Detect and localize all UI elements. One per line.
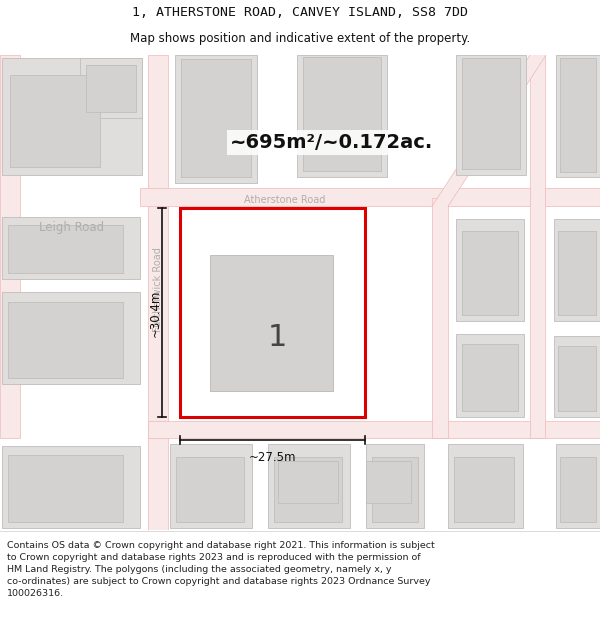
Bar — [462, 231, 518, 315]
Bar — [366, 444, 424, 528]
Bar — [462, 58, 520, 169]
Bar — [148, 421, 600, 438]
Text: Contains OS data © Crown copyright and database right 2021. This information is : Contains OS data © Crown copyright and d… — [7, 541, 435, 598]
Bar — [8, 455, 123, 522]
Bar — [560, 58, 596, 172]
Bar — [448, 444, 523, 528]
Bar — [80, 58, 142, 118]
Bar — [432, 198, 448, 438]
Bar — [140, 188, 600, 206]
Bar — [176, 457, 244, 522]
Bar — [554, 336, 600, 418]
Bar — [10, 75, 100, 167]
Bar — [456, 55, 526, 175]
Bar — [554, 219, 600, 321]
Bar — [2, 58, 142, 175]
Bar — [366, 461, 411, 503]
Bar — [181, 59, 251, 177]
Polygon shape — [432, 55, 546, 206]
Bar — [560, 457, 596, 522]
Text: 1, ATHERSTONE ROAD, CANVEY ISLAND, SS8 7DD: 1, ATHERSTONE ROAD, CANVEY ISLAND, SS8 7… — [132, 6, 468, 19]
Text: ~695m²/~0.172ac.: ~695m²/~0.172ac. — [230, 133, 433, 152]
Bar — [170, 444, 252, 528]
Text: 1: 1 — [268, 323, 287, 352]
Text: Map shows position and indicative extent of the property.: Map shows position and indicative extent… — [130, 32, 470, 45]
Bar — [2, 446, 140, 528]
Bar — [372, 457, 418, 522]
Bar — [274, 457, 342, 522]
Bar — [148, 55, 168, 530]
Text: Leigh Road: Leigh Road — [40, 221, 104, 234]
Bar — [0, 55, 20, 438]
Bar — [2, 217, 140, 279]
Bar — [278, 461, 338, 503]
Bar — [303, 57, 381, 171]
Bar — [558, 346, 596, 411]
Bar — [456, 334, 524, 418]
Bar — [558, 231, 596, 315]
Bar — [456, 219, 524, 321]
Bar — [175, 55, 257, 183]
Bar — [462, 344, 518, 411]
Bar — [180, 209, 365, 418]
Text: ~27.5m: ~27.5m — [249, 451, 296, 464]
Bar — [454, 457, 514, 522]
Bar — [530, 55, 545, 438]
Bar — [210, 256, 333, 391]
Bar — [8, 302, 123, 378]
Bar — [8, 225, 123, 273]
Bar — [268, 444, 350, 528]
Bar — [2, 292, 140, 384]
Text: Atherstone Road: Atherstone Road — [244, 195, 326, 205]
Text: Furtherwick Road: Furtherwick Road — [153, 248, 163, 332]
Text: ~30.4m: ~30.4m — [149, 289, 161, 336]
Bar — [556, 55, 600, 177]
Bar — [297, 55, 387, 177]
Bar — [86, 66, 136, 112]
Bar — [556, 444, 600, 528]
